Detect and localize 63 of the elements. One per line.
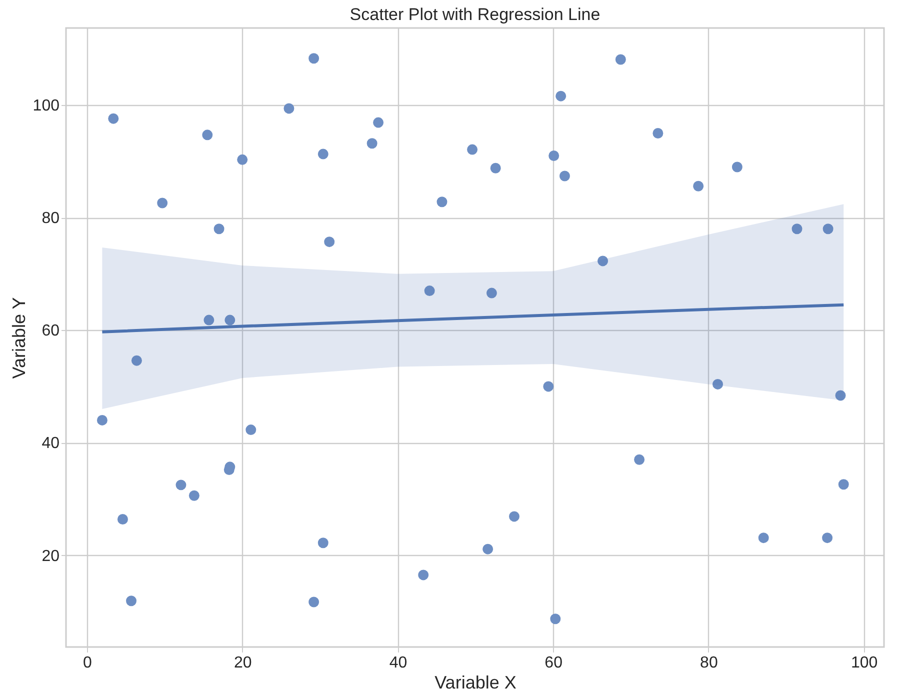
point xyxy=(424,286,435,296)
x-tick-label: 80 xyxy=(700,654,718,672)
point xyxy=(482,544,494,554)
point xyxy=(822,224,834,234)
point xyxy=(318,538,328,548)
point xyxy=(732,162,742,172)
x-tick-label: 0 xyxy=(83,654,92,672)
x-tick-label: 20 xyxy=(234,654,252,672)
y-tick-label: 60 xyxy=(42,322,60,340)
point xyxy=(693,180,704,192)
point xyxy=(308,596,320,608)
point xyxy=(490,162,501,174)
point xyxy=(284,103,294,114)
point xyxy=(308,53,320,64)
point xyxy=(224,314,236,326)
x-tick-label: 40 xyxy=(389,654,408,672)
point xyxy=(508,511,520,522)
chart-title: Scatter Plot with Regression Line xyxy=(350,5,600,24)
point xyxy=(108,113,119,124)
point xyxy=(792,224,802,234)
point xyxy=(838,479,849,490)
point xyxy=(117,514,128,524)
point xyxy=(615,54,626,65)
point xyxy=(157,198,168,208)
x-axis-title: Variable X xyxy=(434,672,516,692)
point xyxy=(634,454,645,465)
x-tick-label: 60 xyxy=(544,654,563,672)
y-tick-label: 20 xyxy=(42,548,60,565)
point xyxy=(188,490,200,501)
line-series xyxy=(100,303,846,334)
point xyxy=(467,144,478,155)
x-tick-label: 100 xyxy=(850,654,878,672)
point xyxy=(556,90,566,102)
y-tick-label: 100 xyxy=(32,98,60,115)
y-tick-label: 80 xyxy=(42,210,60,228)
point xyxy=(418,570,429,580)
point xyxy=(543,381,554,392)
point xyxy=(835,390,846,401)
point xyxy=(550,614,561,624)
point xyxy=(214,224,224,234)
point xyxy=(96,414,108,426)
point xyxy=(324,236,335,248)
point xyxy=(373,117,384,128)
point xyxy=(822,532,833,544)
point xyxy=(436,196,448,208)
point xyxy=(559,170,570,182)
point xyxy=(202,130,213,140)
point xyxy=(486,288,497,298)
point xyxy=(204,314,214,326)
point xyxy=(246,424,256,436)
point xyxy=(712,378,724,390)
y-tick-label: 40 xyxy=(42,435,60,452)
point xyxy=(758,532,769,544)
point xyxy=(366,138,378,149)
point xyxy=(131,355,142,366)
point xyxy=(548,150,560,161)
y-axis-title: Variable Y xyxy=(8,297,29,379)
point xyxy=(176,480,186,490)
point xyxy=(237,154,248,165)
point xyxy=(598,256,608,266)
point xyxy=(126,596,136,606)
point xyxy=(652,128,664,138)
point xyxy=(318,148,328,160)
